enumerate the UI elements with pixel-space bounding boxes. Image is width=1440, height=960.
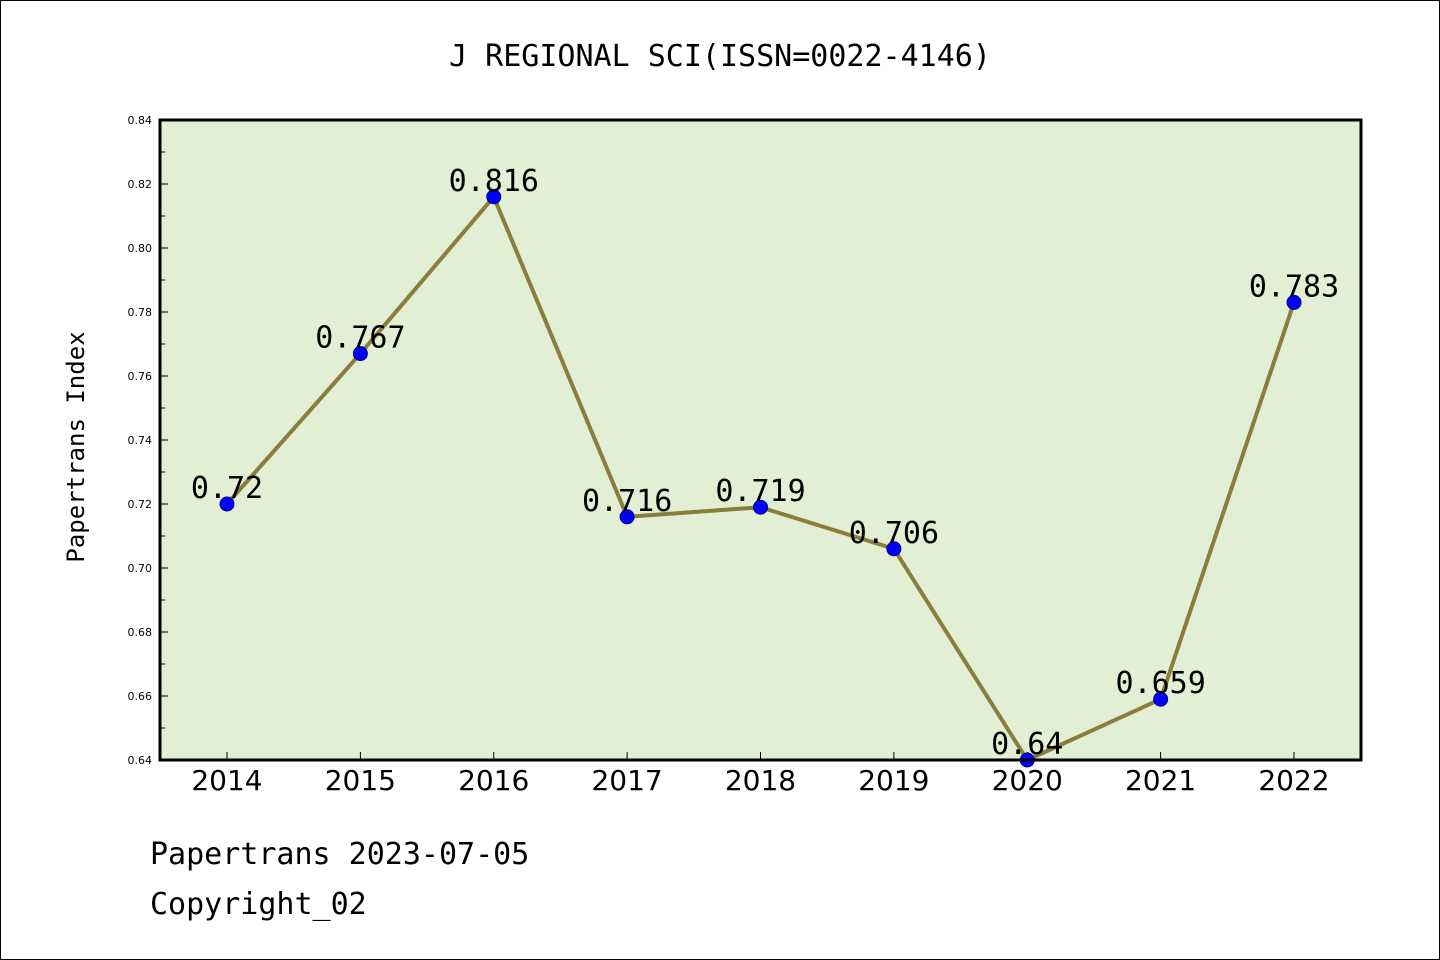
- data-label: 0.659: [1115, 666, 1205, 701]
- data-point: [219, 496, 235, 512]
- y-axis-label: Papertrans Index: [62, 331, 90, 562]
- x-tick-label: 2016: [458, 764, 529, 797]
- data-label: 0.716: [582, 484, 672, 519]
- plot-area: [160, 120, 1361, 760]
- data-point: [352, 346, 368, 362]
- chart-title: J REGIONAL SCI(ISSN=0022-4146): [449, 39, 991, 74]
- y-tick-label: 0.66: [128, 690, 153, 703]
- y-tick-label: 0.80: [128, 242, 153, 255]
- data-point: [886, 541, 902, 557]
- data-label: 0.72: [191, 471, 263, 506]
- data-label: 0.816: [449, 164, 539, 199]
- data-point: [486, 189, 502, 205]
- y-tick-label: 0.76: [128, 370, 153, 383]
- footer-date: Papertrans 2023-07-05: [150, 837, 529, 872]
- data-label: 0.706: [849, 516, 939, 551]
- data-label: 0.64: [991, 727, 1063, 762]
- data-point: [1286, 294, 1302, 310]
- data-label: 0.767: [315, 321, 405, 356]
- y-tick-label: 0.74: [128, 434, 153, 447]
- x-tick-label: 2015: [325, 764, 396, 797]
- x-tick-label: 2019: [858, 764, 929, 797]
- x-tick-label: 2022: [1258, 764, 1329, 797]
- x-tick-label: 2021: [1125, 764, 1196, 797]
- y-tick-label: 0.82: [128, 178, 153, 191]
- y-tick-label: 0.64: [128, 754, 153, 767]
- y-tick-label: 0.70: [128, 562, 153, 575]
- y-tick-label: 0.72: [128, 498, 153, 511]
- x-tick-label: 2018: [725, 764, 796, 797]
- plot-border: [158, 118, 1363, 762]
- y-tick-label: 0.68: [128, 626, 153, 639]
- data-label: 0.719: [715, 474, 805, 509]
- y-tick-label: 0.78: [128, 306, 153, 319]
- data-label: 0.783: [1249, 269, 1339, 304]
- x-tick-label: 2017: [591, 764, 662, 797]
- footer-copyright: Copyright_02: [150, 887, 367, 922]
- data-point: [619, 509, 635, 525]
- x-tick-label: 2014: [191, 764, 262, 797]
- x-tick-label: 2020: [992, 764, 1063, 797]
- data-point: [1153, 691, 1169, 707]
- y-tick-label: 0.84: [128, 114, 153, 127]
- data-point: [753, 499, 768, 515]
